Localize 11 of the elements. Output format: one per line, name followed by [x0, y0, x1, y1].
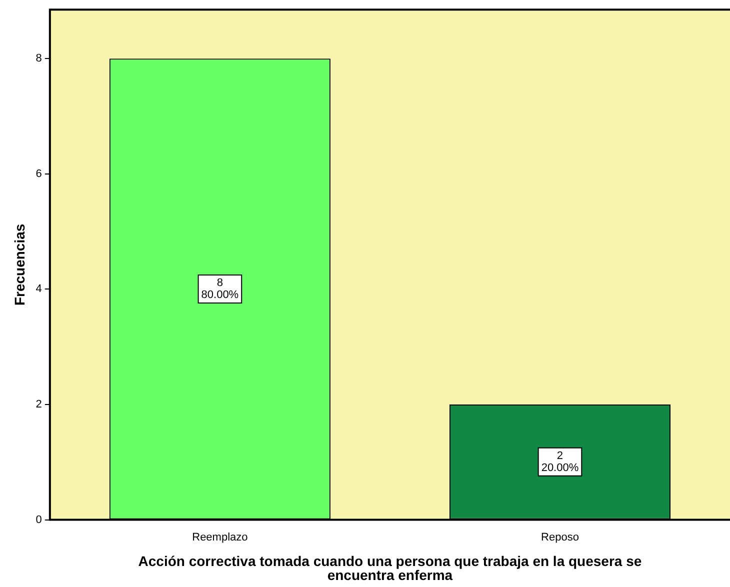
- y-tick-label: 8: [36, 52, 42, 65]
- y-tick-label: 2: [36, 398, 42, 411]
- x-tick-label: Reemplazo: [192, 531, 248, 544]
- y-axis-title: Frecuencias: [11, 224, 28, 306]
- x-axis-title: Acción correctiva tomada cuando una persona que trabaja en la quesera se encuentra enferma: [138, 552, 642, 583]
- x-tick-label: Reposo: [541, 531, 579, 544]
- data-label: 8 80.00%: [201, 276, 239, 301]
- y-tick-label: 0: [36, 514, 42, 526]
- data-label: 2 20.00%: [541, 450, 579, 474]
- y-tick-label: 4: [36, 283, 42, 296]
- y-tick-label: 6: [36, 168, 42, 180]
